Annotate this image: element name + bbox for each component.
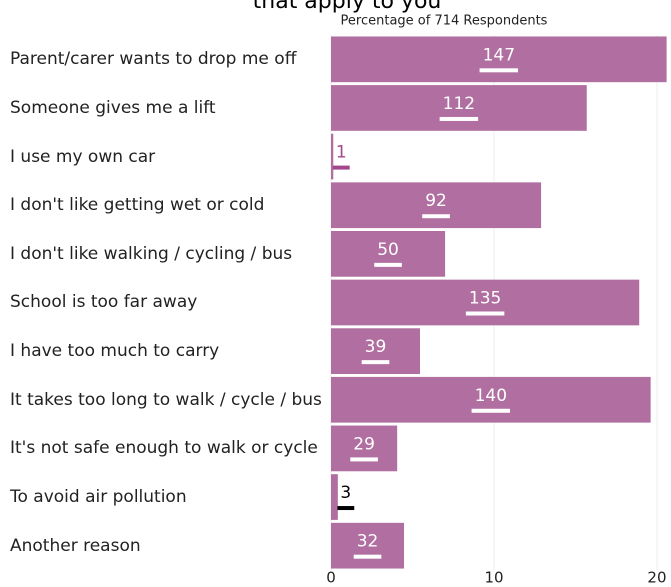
value-label: 29 [353, 434, 375, 454]
value-underline [422, 214, 450, 219]
bar [331, 474, 338, 520]
bar [331, 182, 542, 229]
value-label: 3 [340, 483, 351, 503]
value-underline [471, 408, 511, 413]
value-underline [465, 311, 505, 316]
category-label: I use my own car [10, 146, 156, 167]
x-tick-label: 10 [484, 569, 503, 587]
chart-title: that apply to you [253, 0, 442, 14]
value-label: 135 [469, 289, 501, 309]
bar [331, 133, 334, 180]
x-tick-label: 20 [647, 569, 666, 587]
value-underline [374, 262, 402, 267]
value-underline [353, 554, 382, 559]
value-label: 32 [357, 532, 379, 552]
category-label: I don't like walking / cycling / bus [10, 243, 293, 264]
value-label: 112 [443, 94, 475, 114]
value-label: 50 [377, 240, 399, 260]
value-label: 39 [365, 337, 387, 357]
value-label: 147 [483, 45, 515, 65]
bar [331, 85, 587, 131]
bar [331, 279, 640, 326]
value-label: 1 [336, 143, 347, 163]
bar [331, 522, 405, 569]
bar [331, 376, 651, 423]
bar [331, 231, 446, 277]
category-label: To avoid air pollution [10, 487, 187, 508]
value-underline [350, 457, 378, 462]
value-underline [337, 506, 355, 511]
value-underline [439, 116, 479, 121]
category-label: It takes too long to walk / cycle / bus [10, 389, 322, 410]
chart-subtitle: Percentage of 714 Respondents [341, 14, 548, 29]
category-label: I don't like getting wet or cold [10, 195, 265, 216]
value-label: 140 [475, 386, 507, 406]
bar [331, 425, 398, 472]
category-label: It's not safe enough to walk or cycle [10, 438, 318, 459]
category-label: School is too far away [10, 292, 198, 313]
category-label: I have too much to carry [10, 341, 220, 362]
category-label: Someone gives me a lift [10, 97, 216, 118]
value-underline [361, 360, 390, 365]
bar [331, 36, 667, 83]
category-label: Parent/carer wants to drop me off [10, 49, 297, 70]
category-label: Another reason [10, 535, 141, 556]
bar [331, 328, 420, 374]
x-tick-label: 0 [326, 569, 336, 587]
value-underline [332, 165, 350, 170]
value-underline [479, 68, 519, 73]
value-label: 92 [425, 191, 447, 211]
